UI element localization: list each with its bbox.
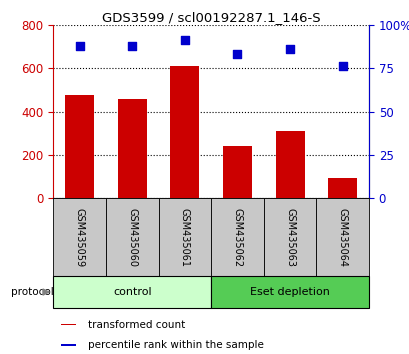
Point: [181, 38, 188, 43]
Point: [234, 51, 240, 57]
Bar: [211, 276, 368, 308]
Text: GSM435060: GSM435060: [127, 208, 137, 267]
Bar: [117, 98, 146, 198]
Point: [286, 46, 292, 52]
Text: GSM435059: GSM435059: [74, 207, 84, 267]
Text: protocol: protocol: [11, 287, 53, 297]
Bar: [170, 66, 199, 198]
Text: control: control: [112, 287, 151, 297]
Text: GSM435062: GSM435062: [232, 207, 242, 267]
Text: GSM435061: GSM435061: [180, 208, 189, 267]
Point: [76, 43, 83, 48]
Bar: [53, 276, 211, 308]
Bar: [61, 344, 76, 346]
Bar: [263, 198, 316, 276]
Bar: [316, 198, 368, 276]
Bar: [328, 178, 356, 198]
Text: GSM435064: GSM435064: [337, 208, 347, 267]
Bar: [61, 324, 76, 325]
Text: Eset depletion: Eset depletion: [249, 287, 329, 297]
Bar: [106, 198, 158, 276]
Point: [128, 43, 135, 48]
Bar: [53, 198, 106, 276]
Title: GDS3599 / scl00192287.1_146-S: GDS3599 / scl00192287.1_146-S: [101, 11, 320, 24]
Point: [339, 64, 345, 69]
Text: transformed count: transformed count: [88, 320, 185, 330]
Bar: [211, 198, 263, 276]
Bar: [158, 198, 211, 276]
Bar: [222, 146, 251, 198]
Text: percentile rank within the sample: percentile rank within the sample: [88, 340, 263, 350]
Bar: [65, 95, 94, 198]
Bar: [275, 131, 304, 198]
Text: GSM435063: GSM435063: [284, 208, 294, 267]
